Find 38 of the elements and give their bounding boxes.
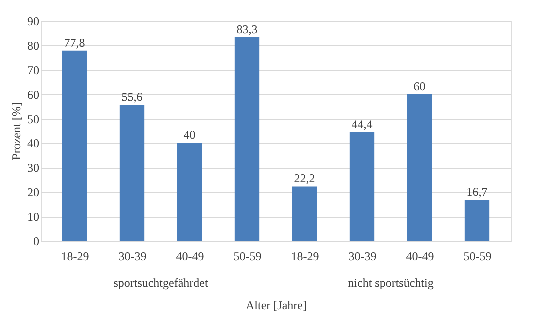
y-tick-label: 40: [28, 136, 40, 151]
x-tick-label: 30-39: [118, 250, 147, 264]
x-tick-label: 40-49: [176, 250, 204, 264]
data-label: 60: [414, 79, 426, 94]
bar: [407, 94, 432, 241]
bar: [62, 50, 88, 241]
y-tick-label: 10: [28, 210, 40, 224]
data-label: 44,4: [352, 117, 373, 132]
x-tick-label: 18-29: [291, 250, 320, 264]
bar: [177, 143, 202, 241]
y-tick-label: 80: [28, 38, 40, 53]
bar: [120, 105, 145, 241]
x-tick-label: 18-29: [61, 250, 90, 264]
data-label: 83,3: [236, 22, 258, 36]
x-tick-label: 50-59: [234, 250, 262, 264]
data-label: 77,8: [64, 36, 86, 50]
data-label: 16,7: [466, 185, 488, 200]
bar: [234, 37, 260, 241]
y-axis-title: Prozent [%]: [10, 102, 24, 160]
text: sportsuchtgefährdet: [114, 276, 209, 290]
x-tick-label: 40-49: [406, 250, 434, 264]
text: nicht sportsüchtig: [348, 276, 434, 290]
bar: [350, 132, 375, 241]
y-tick-label: 0: [34, 234, 40, 248]
x-axis-title: Alter [Jahre]: [246, 298, 307, 312]
data-label: 40: [184, 128, 196, 142]
y-tick-label: 60: [28, 88, 40, 102]
x-tick-label: 30-39: [348, 250, 377, 264]
bar: [292, 186, 318, 241]
y-tick-label: 90: [28, 14, 40, 28]
bar: [464, 200, 490, 241]
data-label: 55,6: [122, 90, 143, 104]
y-tick-label: 50: [28, 112, 40, 126]
y-tick-label: 20: [28, 186, 40, 200]
y-tick-label: 70: [28, 63, 40, 78]
y-tick-label: 30: [28, 161, 40, 176]
data-label: 22,2: [294, 172, 316, 186]
x-tick-label: 50-59: [464, 250, 492, 264]
